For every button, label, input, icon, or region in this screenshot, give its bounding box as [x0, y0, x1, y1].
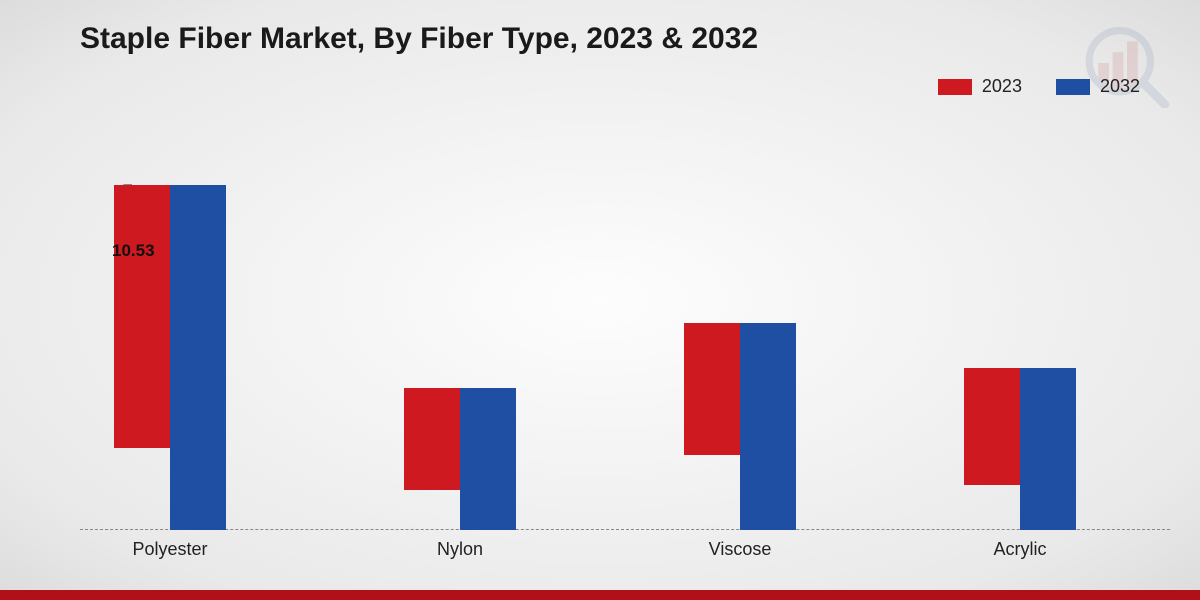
legend-label-2032: 2032 [1100, 76, 1140, 97]
chart-canvas: Staple Fiber Market, By Fiber Type, 2023… [0, 0, 1200, 600]
bar-polyester-2023 [114, 185, 170, 448]
legend-swatch-2023 [938, 79, 972, 95]
bar-acrylic-2032 [1020, 368, 1076, 531]
bar-polyester-2032 [170, 185, 226, 530]
legend-item-2032: 2032 [1056, 76, 1140, 97]
legend-item-2023: 2023 [938, 76, 1022, 97]
plot-area: Polyester 10.53 Nylon Viscose Acrylic [80, 130, 1170, 530]
footer-accent-bar [0, 590, 1200, 600]
bar-acrylic-2023 [964, 368, 1020, 486]
legend: 2023 2032 [938, 76, 1140, 97]
category-label-polyester: Polyester [132, 539, 207, 560]
bar-group-polyester: Polyester 10.53 [110, 185, 230, 530]
bar-group-nylon: Nylon [400, 388, 520, 531]
chart-title: Staple Fiber Market, By Fiber Type, 2023… [80, 22, 758, 56]
bar-viscose-2023 [684, 323, 740, 456]
bar-group-acrylic: Acrylic [960, 368, 1080, 531]
legend-swatch-2032 [1056, 79, 1090, 95]
bar-nylon-2023 [404, 388, 460, 491]
bar-viscose-2032 [740, 323, 796, 531]
category-label-acrylic: Acrylic [994, 539, 1047, 560]
bar-group-viscose: Viscose [680, 323, 800, 531]
legend-label-2023: 2023 [982, 76, 1022, 97]
category-label-nylon: Nylon [437, 539, 483, 560]
value-label-polyester-2023: 10.53 [112, 241, 155, 261]
category-label-viscose: Viscose [709, 539, 772, 560]
bar-nylon-2032 [460, 388, 516, 531]
